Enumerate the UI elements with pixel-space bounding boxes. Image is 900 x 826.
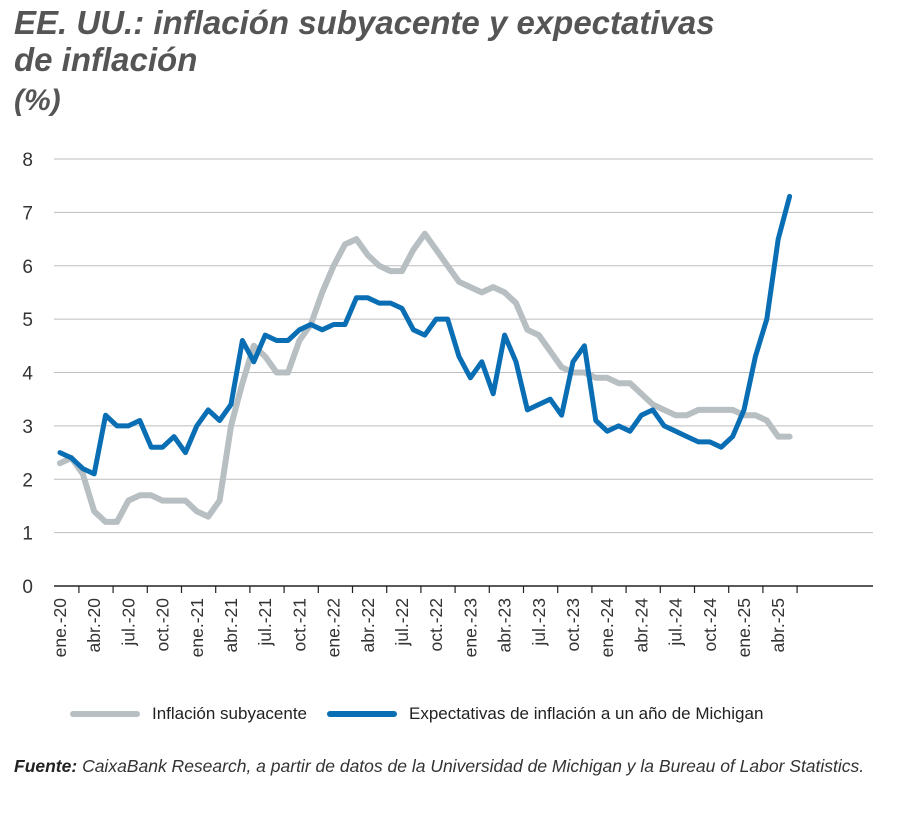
- source-label: Fuente:: [14, 756, 78, 776]
- source-note: Fuente: CaixaBank Research, a partir de …: [14, 754, 874, 779]
- series-line-michigan: [57, 193, 793, 477]
- x-tick-label: oct.-21: [289, 598, 309, 652]
- legend-swatch-core: [70, 711, 140, 717]
- chart-title-line1: EE. UU.: inflación subyacente y expectat…: [14, 4, 715, 41]
- x-tick-label: abr.-20: [84, 598, 104, 653]
- x-tick-label: ene.-24: [597, 598, 617, 658]
- y-tick-label: 3: [22, 417, 33, 438]
- legend-item-michigan: Expectativas de inflación a un año de Mi…: [327, 704, 763, 724]
- chart-unit: (%): [14, 84, 61, 117]
- y-tick-label: 2: [22, 470, 33, 491]
- source-text: CaixaBank Research, a partir de datos de…: [77, 756, 865, 776]
- x-tick-label: ene.-22: [324, 598, 344, 657]
- x-tick-label: ene.-23: [460, 598, 480, 657]
- legend-label-michigan: Expectativas de inflación a un año de Mi…: [409, 704, 764, 723]
- x-tick-label: ene.-21: [187, 598, 207, 657]
- legend-swatch-michigan: [327, 711, 397, 717]
- x-tick-label: jul.-22: [392, 598, 412, 647]
- x-tick-label: oct.-24: [700, 598, 720, 652]
- x-tick-label: jul.-23: [529, 598, 549, 647]
- legend-label-core: Inflación subyacente: [152, 704, 307, 723]
- y-tick-label: 7: [22, 203, 33, 224]
- x-tick-label: jul.-21: [255, 598, 275, 647]
- x-tick-label: ene.-25: [734, 598, 754, 657]
- x-tick-label: oct.-23: [563, 598, 583, 652]
- x-tick-label: oct.-20: [153, 598, 173, 652]
- legend-item-core: Inflación subyacente: [70, 704, 307, 724]
- x-tick-label: abr.-23: [495, 598, 515, 652]
- series-line-core: [57, 230, 793, 525]
- x-tick-label: jul.-24: [666, 598, 686, 647]
- y-tick-label: 0: [22, 577, 33, 598]
- legend: Inflación subyacente Expectativas de inf…: [70, 704, 783, 724]
- x-tick-label: abr.-21: [221, 598, 241, 652]
- y-tick-label: 1: [22, 524, 33, 545]
- chart-title-line2: de inflación: [14, 41, 198, 78]
- y-tick-label: 5: [22, 310, 33, 331]
- y-tick-label: 4: [22, 364, 33, 385]
- x-tick-label: abr.-24: [631, 598, 651, 653]
- x-tick-label: oct.-22: [426, 598, 446, 652]
- x-tick-label: abr.-22: [358, 598, 378, 652]
- y-tick-label: 6: [22, 257, 33, 278]
- line-chart: 0 1 2 3 4 5 6 7 8 ene.-20 abr.-20 jul.-20 oct.-20 ene…: [22, 150, 873, 658]
- y-tick-label: 8: [22, 150, 33, 171]
- chart-title: EE. UU.: inflación subyacente y expectat…: [14, 4, 874, 78]
- x-tick-label: jul.-20: [118, 598, 138, 647]
- x-tick-label: abr.-25: [768, 598, 788, 652]
- x-tick-label: ene.-20: [50, 598, 70, 658]
